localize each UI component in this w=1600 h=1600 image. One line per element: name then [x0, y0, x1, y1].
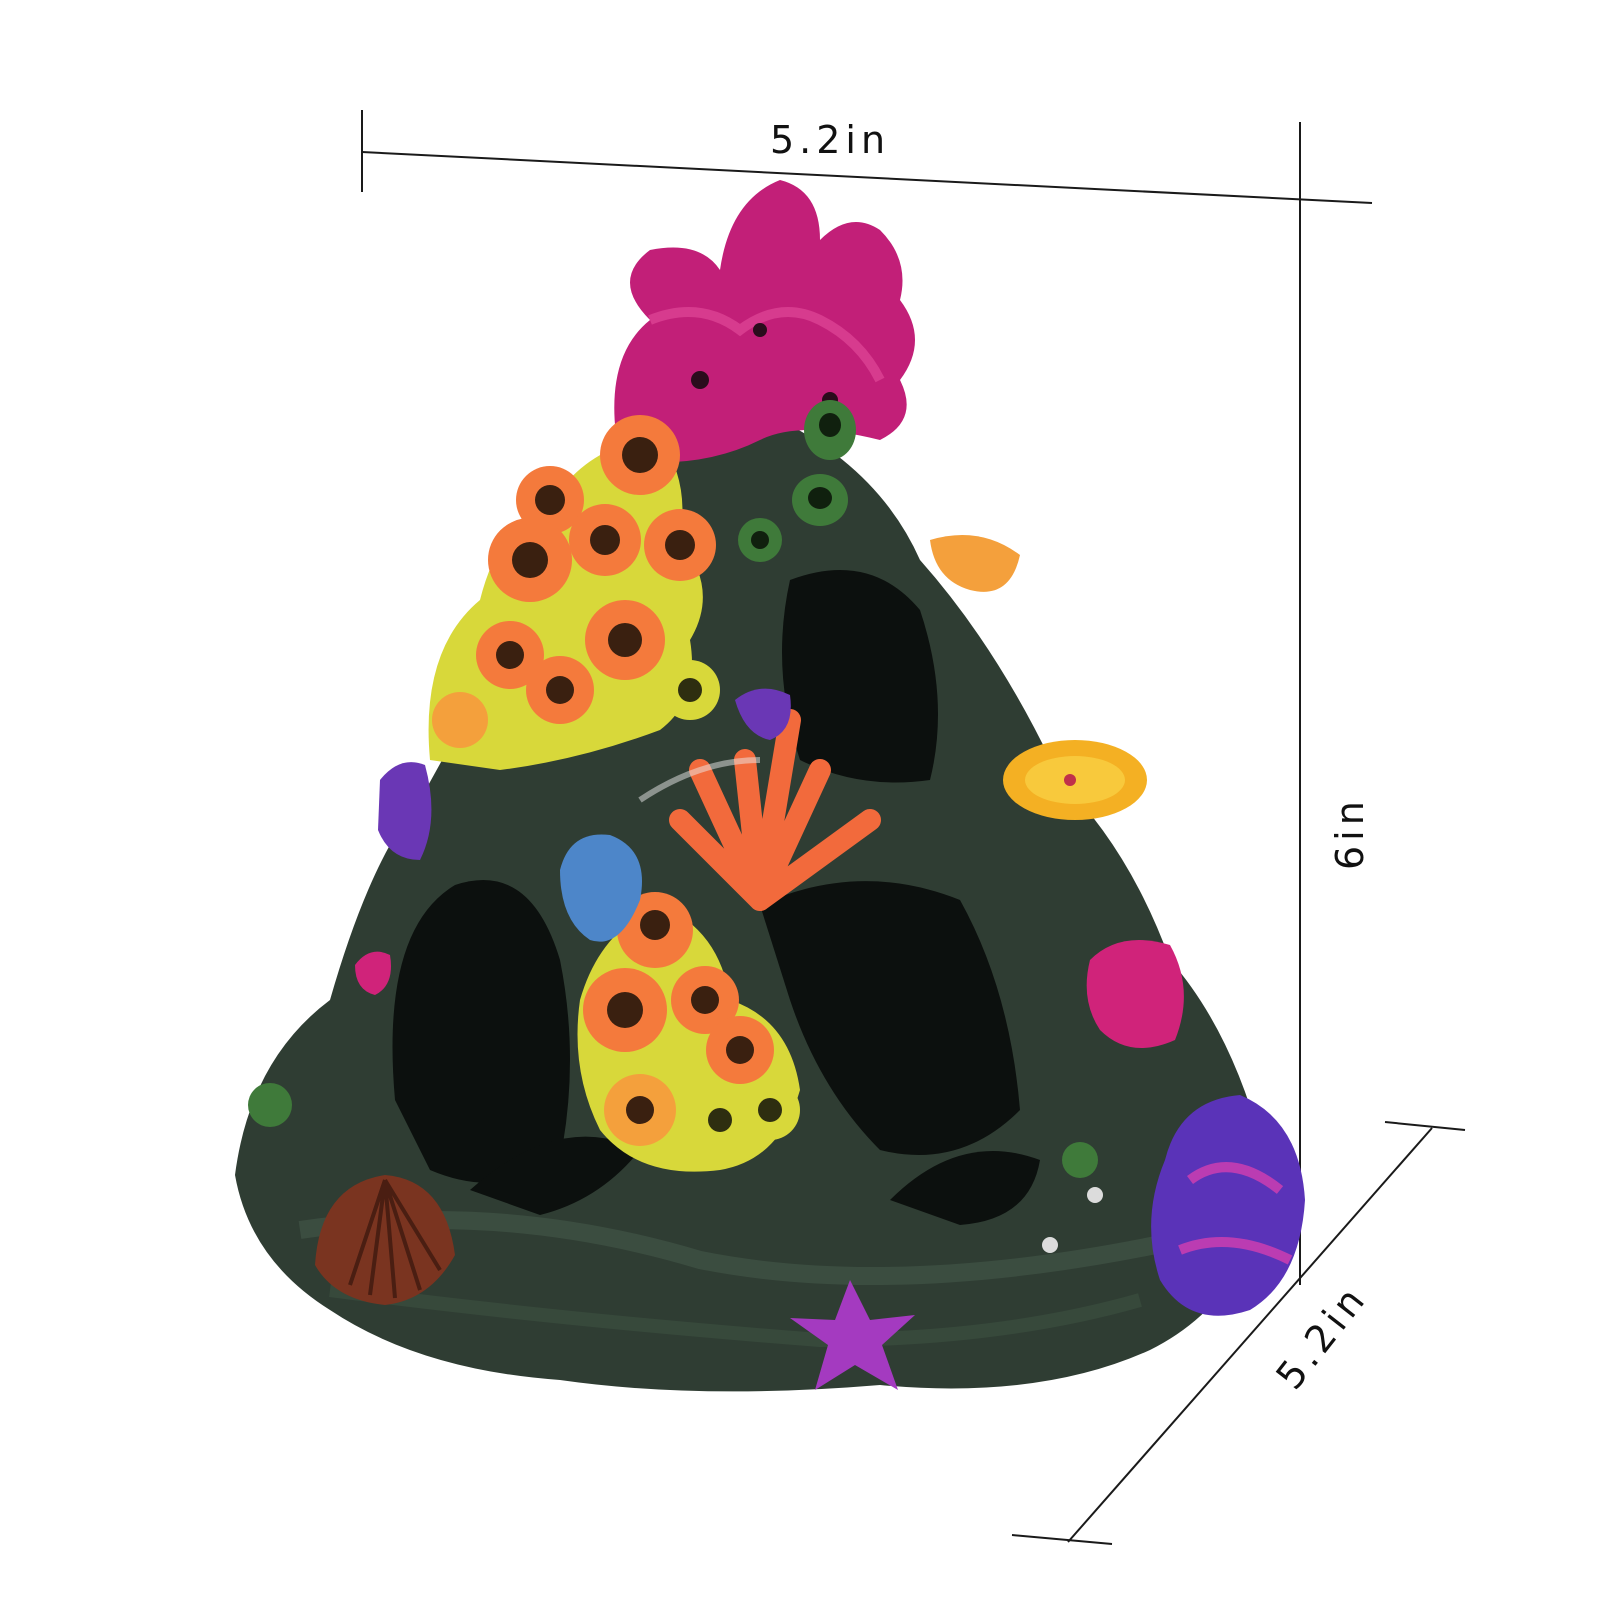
pink-coral-right: [1086, 940, 1184, 1048]
white-polyp: [1087, 1187, 1103, 1203]
width-dimension: 5.2in: [361, 110, 1373, 204]
height-dimension: 6in: [1299, 122, 1372, 1285]
yellow-disc-coral: [1003, 740, 1147, 820]
orange-tube-coral-lower: [577, 892, 800, 1172]
purple-coral-mid: [735, 688, 791, 740]
yellow-coral-top-right: [930, 535, 1020, 592]
white-polyp: [1042, 1237, 1058, 1253]
depth-label: 5.2in: [1267, 1276, 1376, 1398]
cave-upper: [782, 570, 938, 783]
blue-coral: [560, 834, 642, 942]
cave-left: [392, 880, 570, 1183]
cave-center-base: [470, 1136, 640, 1215]
scallop-shell-icon: [315, 1175, 455, 1305]
pink-coral-left: [355, 951, 391, 995]
green-polyp: [1062, 1142, 1098, 1178]
green-polyp: [248, 1083, 292, 1127]
starfish-icon: [790, 1280, 915, 1390]
orange-branch-coral: [638, 709, 881, 911]
green-tube-coral: [738, 400, 856, 562]
cave-base-right: [890, 1151, 1040, 1225]
purple-coral-left: [378, 762, 432, 860]
orange-tube-coral-upper: [428, 415, 720, 770]
pink-coral-top: [614, 180, 915, 463]
coral-reef-ornament-icon: [235, 180, 1305, 1392]
purple-coral-right: [1151, 1095, 1305, 1316]
width-label: 5.2in: [770, 118, 890, 162]
height-label: 6in: [1328, 796, 1372, 870]
cave-right: [760, 881, 1020, 1155]
